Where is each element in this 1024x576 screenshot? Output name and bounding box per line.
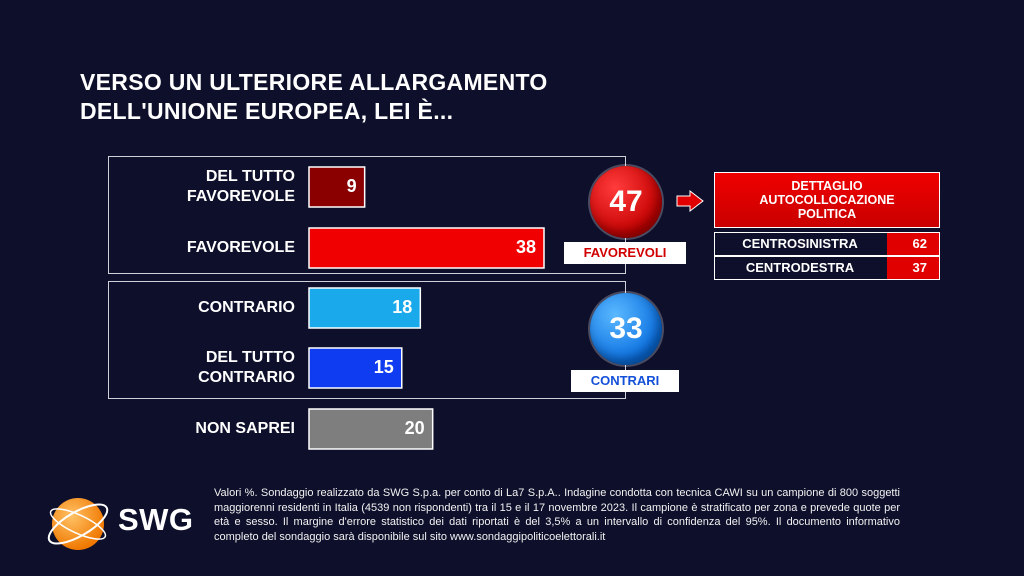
category-label-line: CONTRARIO bbox=[198, 299, 295, 316]
methodology-footnote: Valori %. Sondaggio realizzato da SWG S.… bbox=[214, 487, 900, 543]
detail-row-value: 37 bbox=[887, 257, 939, 279]
bar-del-tutto-contrario bbox=[308, 347, 403, 389]
bar-value-label: 9 bbox=[346, 176, 357, 196]
bar-value-label: 38 bbox=[515, 237, 536, 257]
detail-row-label: CENTRODESTRA bbox=[745, 260, 855, 275]
bar-value-label: 20 bbox=[404, 418, 425, 438]
swg-logo-text: SWG bbox=[118, 502, 194, 537]
category-label: DEL TUTTO CONTRARIO bbox=[95, 348, 295, 388]
chart-title: VERSO UN ULTERIORE ALLARGAMENTO DELL'UNI… bbox=[80, 68, 548, 126]
detail-row-label: CENTROSINISTRA bbox=[742, 236, 858, 251]
category-label: CONTRARIO bbox=[95, 298, 295, 318]
contrari-total-circle: 33 bbox=[590, 293, 662, 365]
favorevoli-total-value: 47 bbox=[609, 185, 643, 218]
arrow-right-icon bbox=[676, 190, 704, 212]
detail-header: DETTAGLIO AUTOCOLLOCAZIONE POLITICA bbox=[714, 172, 940, 228]
favorevoli-tag: FAVOREVOLI bbox=[564, 242, 686, 264]
bar-value-label: 15 bbox=[373, 357, 394, 377]
detail-row-centrodestra: CENTRODESTRA 37 bbox=[714, 256, 940, 280]
contrari-tag: CONTRARI bbox=[571, 370, 679, 392]
bar-favorevole bbox=[308, 227, 545, 269]
bar-del-tutto-favorevole bbox=[308, 166, 366, 208]
detail-title-line-1: DETTAGLIO bbox=[791, 179, 863, 193]
contrari-total-value: 33 bbox=[609, 312, 643, 345]
detail-row-value: 62 bbox=[887, 233, 939, 255]
swg-logo-icon bbox=[47, 498, 109, 550]
category-label: FAVOREVOLE bbox=[95, 238, 295, 258]
chart-title-line-1: VERSO UN ULTERIORE ALLARGAMENTO bbox=[80, 69, 548, 95]
bar-contrario bbox=[308, 287, 422, 329]
category-label-line: FAVOREVOLE bbox=[186, 188, 295, 205]
bar-non-saprei bbox=[308, 408, 434, 450]
category-label-line: FAVOREVOLE bbox=[186, 239, 295, 256]
chart-title-line-2: DELL'UNIONE EUROPEA, LEI È... bbox=[80, 98, 454, 124]
detail-row-centrosinistra: CENTROSINISTRA 62 bbox=[714, 232, 940, 256]
category-label-line: DEL TUTTO bbox=[205, 349, 295, 366]
category-label-line: NON SAPREI bbox=[195, 420, 295, 437]
detail-title-line-3: POLITICA bbox=[797, 207, 857, 221]
favorevoli-total-circle: 47 bbox=[590, 166, 662, 238]
category-label-line: DEL TUTTO bbox=[205, 168, 295, 185]
category-label: DEL TUTTO FAVOREVOLE bbox=[95, 167, 295, 207]
detail-title-line-2: AUTOCOLLOCAZIONE bbox=[759, 193, 895, 207]
category-label-line: CONTRARIO bbox=[198, 369, 295, 386]
category-label: NON SAPREI bbox=[95, 419, 295, 439]
bar-value-label: 18 bbox=[392, 297, 413, 317]
